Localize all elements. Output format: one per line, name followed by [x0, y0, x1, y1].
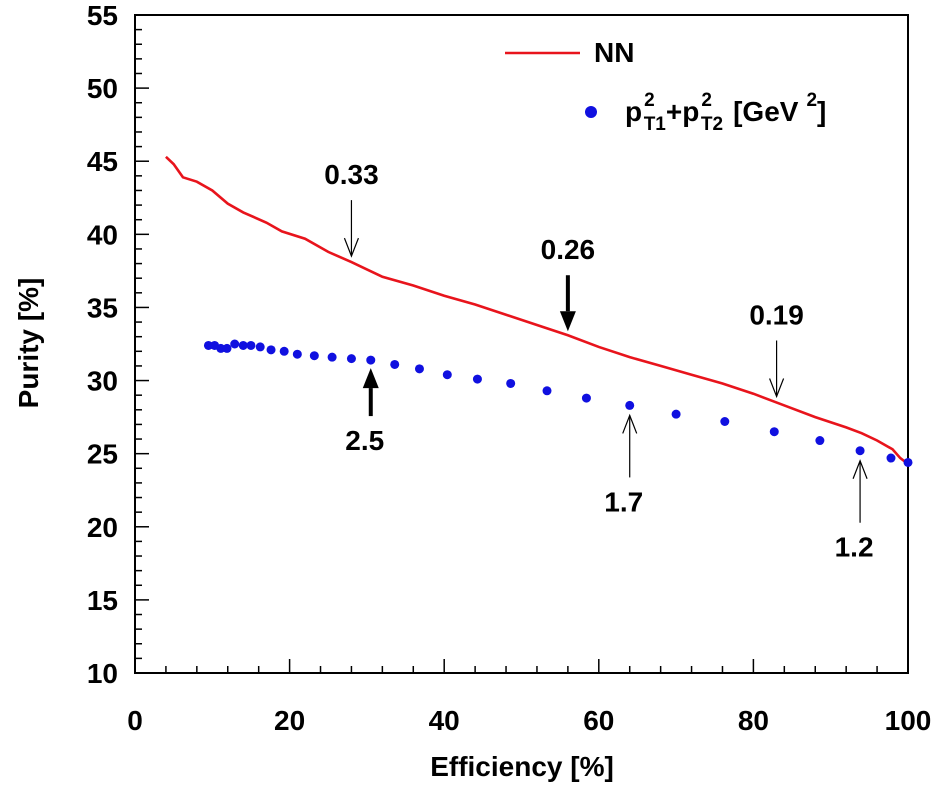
x-tick-label: 60	[583, 705, 614, 736]
pt-series-point	[506, 378, 516, 388]
pt-series-point	[671, 409, 681, 419]
pt-series-point	[414, 364, 424, 374]
y-axis-label: Purity [%]	[13, 278, 44, 409]
pt-series-point	[222, 343, 232, 353]
pt-series-point	[346, 354, 356, 364]
nn-series-line	[165, 155, 909, 465]
pt-series-point	[216, 343, 226, 353]
pt-series-point	[442, 370, 452, 380]
annotation-arrow-head	[343, 237, 359, 258]
y-tick-label: 55	[87, 0, 118, 31]
x-tick-label: 100	[885, 705, 932, 736]
annotation-label: 1.7	[604, 486, 643, 517]
pt-series-point	[855, 446, 865, 456]
annotation-arrow-head	[852, 459, 868, 479]
pt-series-point	[327, 352, 337, 362]
y-tick-label: 30	[87, 366, 118, 397]
y-tick-label: 10	[87, 658, 118, 689]
annotation-label: 1.2	[835, 532, 874, 563]
annotation-arrow-head	[362, 368, 379, 389]
pt-series-point	[542, 386, 552, 396]
pt-series-point	[203, 340, 213, 350]
pt-series-point	[815, 436, 825, 446]
y-tick-label: 25	[87, 439, 118, 470]
annotation-arrow-head	[622, 413, 638, 434]
annotation-arrow-head	[559, 311, 576, 332]
pt-series-point	[625, 400, 635, 410]
x-tick-label: 40	[429, 705, 460, 736]
pt-series-point	[720, 416, 730, 426]
y-tick-label: 50	[87, 73, 118, 104]
y-tick-label: 20	[87, 512, 118, 543]
pt-series-point	[581, 393, 591, 403]
pt-series-point	[390, 359, 400, 369]
x-axis-label: Efficiency [%]	[430, 751, 614, 782]
pt-series-point	[238, 340, 248, 350]
plot-frame	[134, 14, 909, 674]
y-tick-label: 45	[87, 146, 118, 177]
legend: NN p 2 T1+p 2 T2 [GeV 2]	[505, 37, 826, 135]
x-tick-label: 20	[274, 705, 305, 736]
annotations: 0.33 0.26 0.19 2.5 1.7 1.2	[324, 159, 873, 563]
annotation-label: 0.33	[324, 159, 379, 190]
axes: 0 20 40 60 80 100 10 15 20 25 30 35 40 45 50 55	[87, 0, 932, 736]
pt-series-point	[255, 342, 265, 352]
legend-nn-label: NN	[594, 37, 634, 68]
legend-pt-label: p 2 T1+p 2 T2 [GeV 2]	[625, 90, 826, 135]
y-tick-label: 35	[87, 292, 118, 323]
pt-series-point	[266, 345, 276, 355]
x-tick-label: 80	[738, 705, 769, 736]
pt-series-point	[292, 349, 302, 359]
annotation-label: 0.26	[541, 234, 596, 265]
annotation-label: 2.5	[345, 425, 384, 456]
y-tick-label: 15	[87, 585, 118, 616]
x-tick-label: 0	[127, 705, 143, 736]
pt-series-point	[472, 374, 482, 384]
y-tick-label: 40	[87, 219, 118, 250]
pt-series-point	[279, 346, 289, 356]
pt-series-point	[246, 340, 256, 350]
annotation-label: 0.19	[749, 299, 804, 330]
plot-series	[165, 155, 913, 467]
legend-pt-swatch	[585, 106, 597, 118]
pt-series-point	[769, 427, 779, 437]
annotation-arrow-head	[769, 378, 785, 399]
pt-series-point	[886, 453, 896, 463]
pt-series-point	[230, 339, 240, 349]
pt-series-point	[903, 457, 913, 467]
pt-series-point	[309, 351, 319, 361]
pt-series-point	[366, 355, 376, 365]
